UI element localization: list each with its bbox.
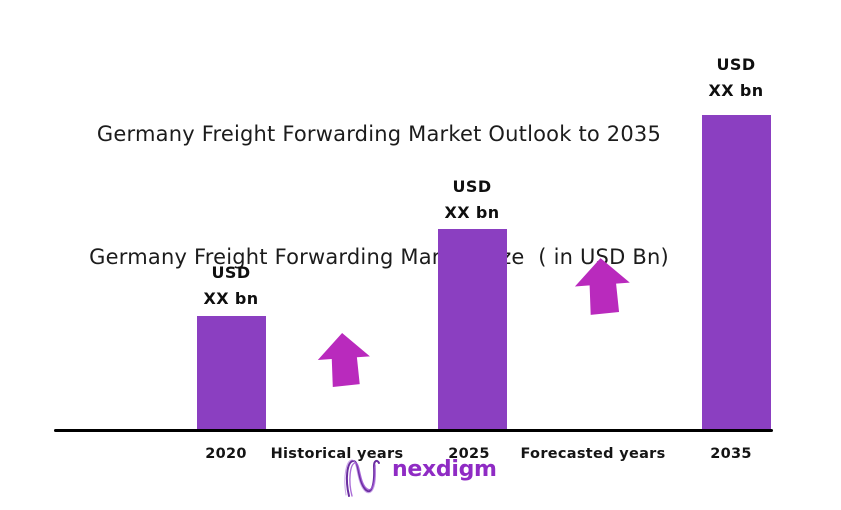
nexdigm-logo-text: nexdigm (392, 457, 497, 482)
nexdigm-n-wave-icon (344, 459, 380, 497)
nexdigm-logo: nexdigm (344, 452, 497, 500)
title-block: Germany Freight Forwarding Market Outloo… (0, 32, 758, 360)
annotation-historical-years: Historical years (270, 446, 404, 462)
value-label-2035-line2: XX bn (708, 81, 764, 100)
bar-2020 (197, 316, 266, 429)
x-axis-line (54, 429, 773, 432)
annotation-forecasted-years: Forecasted years (520, 446, 666, 462)
value-label-2020-line1: USD (211, 263, 251, 282)
x-tick-2035: 2035 (710, 446, 752, 462)
value-label-2025: USD XX bn (402, 174, 542, 226)
chart-title: Germany Freight Forwarding Market Outloo… (96, 122, 662, 146)
x-tick-2025: 2025 (448, 446, 490, 462)
bar-2025 (438, 229, 507, 429)
x-tick-2020: 2020 (205, 446, 247, 462)
value-label-2025-line1: USD (452, 177, 492, 196)
up-arrow-icon-historical (317, 332, 370, 387)
value-label-2035-line1: USD (716, 55, 756, 74)
value-label-2020-line2: XX bn (203, 289, 259, 308)
up-arrow-icon-forecasted (574, 258, 630, 315)
bar-2035 (702, 115, 771, 429)
value-label-2020: USD XX bn (161, 260, 301, 312)
value-label-2035: USD XX bn (666, 52, 806, 104)
value-label-2025-line2: XX bn (444, 203, 500, 222)
chart-subtitle: Germany Freight Forwarding Market Size (… (89, 245, 669, 269)
